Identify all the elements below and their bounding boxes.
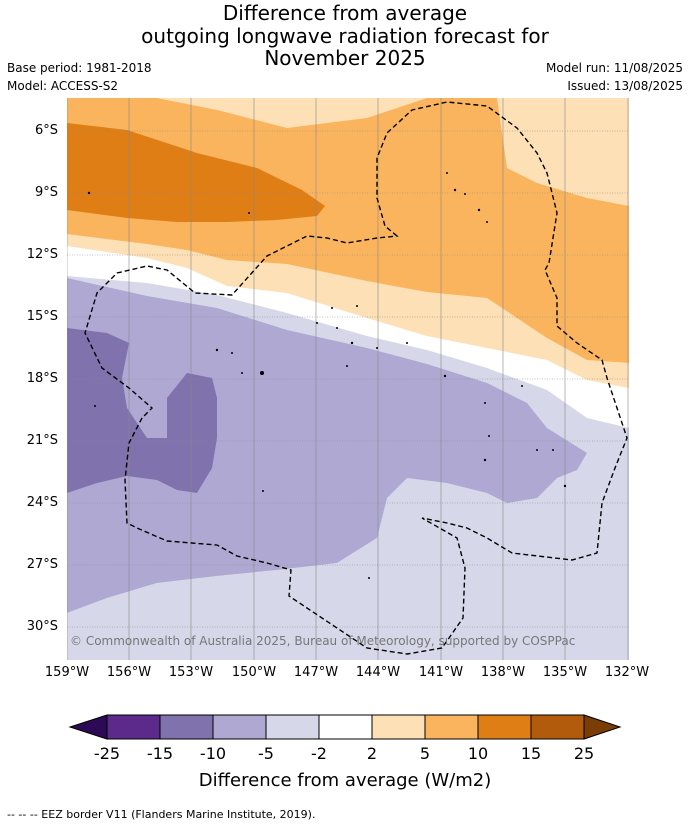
meta-left: Base period: 1981-2018 Model: ACCESS-S2	[7, 59, 152, 95]
lat-label-18s: 18°S	[26, 371, 58, 386]
lat-label-21s: 21°S	[26, 433, 58, 448]
field-mid-purple	[67, 278, 587, 613]
colorbar-bin-6	[372, 715, 425, 739]
colorbar-bin-9	[531, 715, 584, 739]
colorbar-low-arrow	[68, 714, 108, 740]
lat-label-6s: 6°S	[34, 123, 58, 138]
title-line-2: outgoing longwave radiation forecast for	[141, 23, 549, 48]
lon-label-132w: 132°W	[604, 665, 650, 680]
map-panel[interactable]	[67, 98, 629, 660]
lat-label-12s: 12°S	[26, 247, 58, 262]
colorbar-tick-minus15: -15	[146, 744, 174, 763]
colorbar-high-arrow	[583, 714, 622, 740]
lat-label-15s: 15°S	[26, 309, 58, 324]
lon-label-135w: 135°W	[542, 665, 588, 680]
colorbar-tick-2: 2	[366, 744, 378, 763]
longitude-gridlines	[67, 98, 629, 660]
colorbar-tick-25: 25	[573, 744, 595, 763]
model-run-text: Model run: 11/08/2025	[545, 61, 683, 75]
colorbar-tick-minus2: -2	[311, 744, 327, 763]
colorbar-tick-minus10: -10	[199, 744, 227, 763]
colorbar-tick-minus25: -25	[93, 744, 121, 763]
colorbar-frame	[106, 714, 585, 740]
field-top-band	[67, 98, 497, 128]
title-line-1: Difference from average	[222, 1, 468, 25]
colorbar-tick-15: 15	[520, 744, 542, 763]
model-text: Model: ACCESS-S2	[7, 79, 119, 93]
title-line-3: November 2025	[264, 46, 426, 70]
issued-text: Issued: 13/08/2025	[567, 79, 683, 93]
field-south-band	[67, 518, 629, 660]
map-canvas	[67, 98, 629, 660]
colorbar-bin-2	[160, 715, 213, 739]
colorbar-tick-10: 10	[467, 744, 489, 763]
lon-label-150w: 150°W	[231, 665, 277, 680]
meta-right: Model run: 11/08/2025 Issued: 13/08/2025	[546, 59, 683, 95]
colorbar-bin-5	[319, 715, 372, 739]
islands	[87, 172, 567, 579]
lon-label-153w: 153°W	[168, 665, 214, 680]
latitude-gridlines	[67, 130, 629, 628]
colorbar-bin-1	[107, 715, 160, 739]
colorbar-bin-3	[213, 715, 266, 739]
colorbar-bin-8	[478, 715, 531, 739]
lon-label-138w: 138°W	[480, 665, 526, 680]
lat-label-24s: 24°S	[26, 495, 58, 510]
lon-label-147w: 147°W	[293, 665, 339, 680]
lon-label-159w: 159°W	[44, 665, 90, 680]
lon-label-144w: 144°W	[355, 665, 401, 680]
lon-label-141w: 141°W	[418, 665, 464, 680]
colorbar-bin-7	[425, 715, 478, 739]
colorbar-tick-minus5: -5	[258, 744, 274, 763]
map-title: Difference from average outgoing longwav…	[0, 2, 690, 70]
lat-label-27s: 27°S	[26, 557, 58, 572]
lat-label-30s: 30°S	[26, 619, 58, 634]
colorbar	[68, 714, 622, 740]
lon-label-156w: 156°W	[106, 665, 152, 680]
base-period-text: Base period: 1981-2018	[7, 61, 152, 75]
eez-legend-note: -- -- -- EEZ border V11 (Flanders Marine…	[7, 808, 316, 821]
copyright-notice: © Commonwealth of Australia 2025, Bureau…	[70, 634, 576, 648]
colorbar-title: Difference from average (W/m2)	[198, 770, 492, 791]
colorbar-tick-5: 5	[419, 744, 431, 763]
field-dark-orange	[67, 123, 325, 222]
eez-borders	[84, 101, 628, 655]
lat-label-9s: 9°S	[34, 185, 58, 200]
colorbar-bin-4	[266, 715, 319, 739]
